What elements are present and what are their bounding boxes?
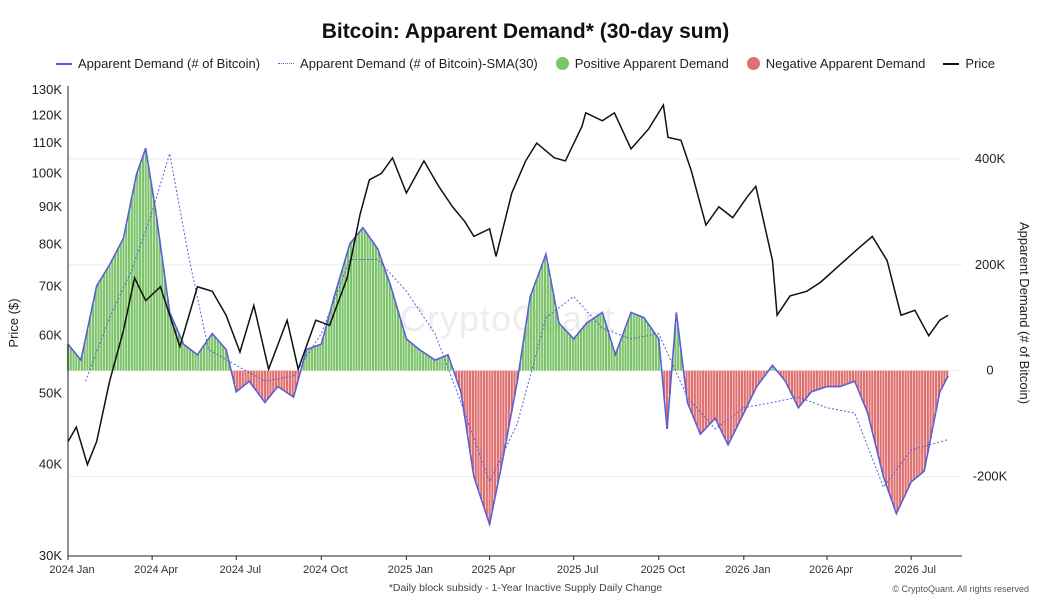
left-tick-label: 110K	[33, 135, 63, 150]
chart-title: Bitcoin: Apparent Demand* (30-day sum)	[321, 20, 730, 43]
legend-item-price[interactable]: Price	[943, 56, 995, 71]
x-tick-label: 2025 Oct	[640, 564, 685, 576]
x-tick-label: 2026 Apr	[809, 564, 853, 576]
legend-swatch-demand	[55, 62, 72, 65]
legend-item-sma[interactable]: Apparent Demand (# of Bitcoin)-SMA(30)	[278, 56, 538, 71]
left-tick-label: 100K	[32, 165, 63, 180]
legend-label-price: Price	[965, 56, 996, 71]
x-tick-label: 2024 Apr	[134, 564, 178, 576]
left-axis-title: Price ($)	[6, 298, 21, 347]
legend-item-positive[interactable]: Positive Apparent Demand	[555, 56, 729, 71]
left-tick-label: 120K	[32, 107, 63, 122]
legend-swatch-price	[943, 62, 960, 65]
legend-swatch-negative	[746, 57, 760, 70]
axes: 30K 40K 50K 60K 70K 80K 90K 100K 110K 120K 130K 400…	[6, 82, 1032, 576]
x-tick-label: 2024 Jul	[219, 564, 261, 576]
x-tick-label: 2025 Jul	[557, 564, 599, 576]
left-tick-label: 130K	[32, 82, 63, 97]
right-axis-title: Apparent Demand (# of Bitcoin)	[1017, 222, 1032, 404]
legend-label-demand: Apparent Demand (# of Bitcoin)	[77, 56, 261, 71]
left-tick-label: 90K	[39, 199, 62, 214]
x-tick-label: 2026 Jul	[894, 564, 936, 576]
price-line	[67, 102, 949, 467]
legend-swatch-positive	[555, 57, 569, 70]
footnote: *Daily block subsidy - 1-Year Inactive S…	[388, 582, 663, 594]
left-tick-label: 70K	[39, 279, 62, 294]
x-tick-label: 2024 Oct	[303, 564, 348, 576]
x-tick-label: 2024 Jan	[49, 564, 94, 576]
left-tick-label: 30K	[39, 548, 62, 563]
legend-item-negative[interactable]: Negative Apparent Demand	[746, 56, 926, 71]
series-lines	[67, 102, 949, 528]
right-tick-label: -200K	[973, 469, 1008, 484]
x-tick-label: 2025 Jan	[388, 564, 433, 576]
right-tick-label: 400K	[975, 151, 1006, 166]
left-tick-label: 50K	[39, 386, 62, 401]
legend-label-sma: Apparent Demand (# of Bitcoin)-SMA(30)	[300, 56, 538, 71]
left-tick-label: 80K	[39, 236, 62, 251]
legend: Apparent Demand (# of Bitcoin) Apparent …	[0, 56, 1051, 71]
credit: © CryptoQuant. All rights reserved	[892, 584, 1029, 594]
sma-line	[85, 153, 949, 489]
legend-label-positive: Positive Apparent Demand	[574, 56, 729, 71]
legend-swatch-sma	[278, 63, 295, 64]
left-tick-label: 60K	[39, 328, 62, 343]
demand-bars	[66, 148, 949, 525]
legend-label-negative: Negative Apparent Demand	[765, 56, 926, 71]
right-tick-label: 200K	[975, 257, 1006, 272]
left-tick-label: 40K	[39, 457, 62, 472]
legend-item-demand[interactable]: Apparent Demand (# of Bitcoin)	[55, 56, 261, 71]
right-tick-label: 0	[986, 363, 993, 378]
x-tick-label: 2025 Apr	[472, 564, 516, 576]
x-tick-label: 2026 Jan	[725, 564, 770, 576]
demand-line	[67, 147, 949, 528]
